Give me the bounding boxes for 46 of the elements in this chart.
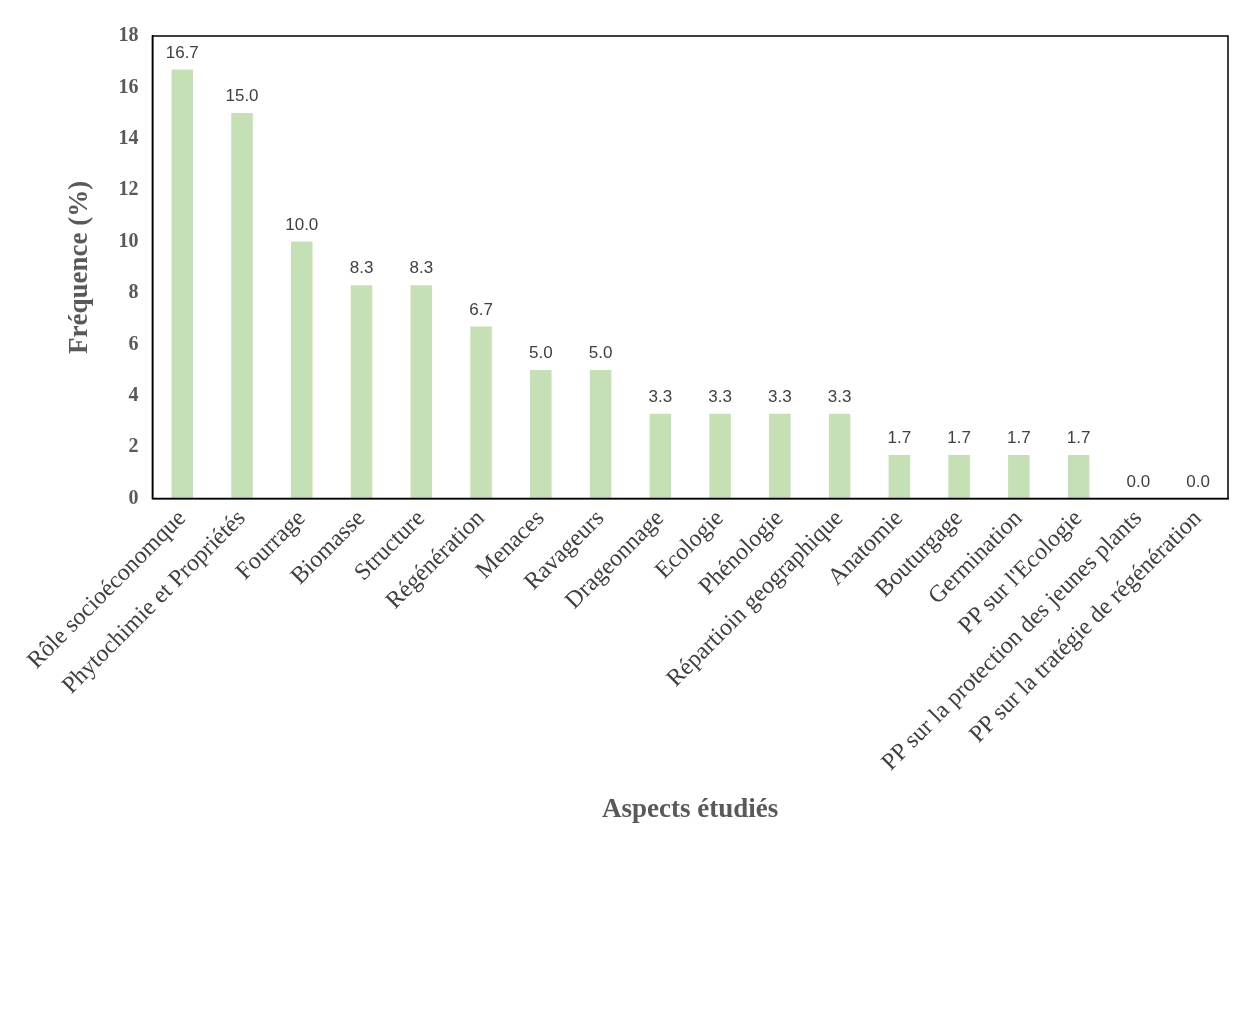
data-label: 0.0 [1186, 471, 1210, 491]
y-tick-label: 18 [118, 23, 139, 46]
data-label: 10.0 [285, 214, 319, 234]
data-label: 3.3 [827, 386, 852, 406]
y-axis-title: Fréquence (%) [63, 180, 94, 354]
y-tick-label: 12 [118, 177, 139, 200]
y-tick-label: 14 [118, 125, 139, 148]
bar [350, 285, 373, 499]
data-label: 15.0 [225, 86, 259, 106]
bar [1067, 454, 1090, 499]
data-label: 16.7 [165, 42, 199, 62]
data-label: 3.3 [708, 386, 732, 406]
y-tick-label: 16 [118, 74, 139, 97]
bar [470, 326, 492, 499]
y-tick-label: 4 [128, 382, 139, 405]
bar [948, 454, 970, 499]
data-label: 1.7 [947, 428, 971, 448]
data-label: 1.7 [1066, 428, 1091, 448]
y-tick-label: 10 [118, 228, 139, 251]
x-axis-title: Aspects étudiés [602, 792, 779, 823]
data-label: 5.0 [528, 343, 553, 363]
bar [410, 285, 433, 499]
bar [1008, 454, 1030, 499]
data-label: 1.7 [887, 428, 912, 448]
data-label: 0.0 [1126, 471, 1151, 491]
bar [589, 370, 612, 499]
data-label: 3.3 [768, 386, 792, 406]
bar [171, 69, 194, 499]
bar [291, 241, 313, 499]
bar [709, 413, 731, 499]
y-tick-label: 6 [128, 331, 139, 354]
data-label: 5.0 [588, 343, 613, 363]
bar [649, 413, 672, 499]
y-tick-label: 8 [128, 280, 139, 303]
bar [530, 370, 552, 499]
bar [231, 113, 253, 499]
data-label: 8.3 [349, 258, 374, 278]
bar [888, 454, 911, 499]
y-tick-label: 2 [128, 434, 139, 457]
bar [828, 413, 851, 499]
data-label: 6.7 [469, 299, 493, 319]
data-label: 1.7 [1007, 428, 1031, 448]
data-label: 3.3 [648, 386, 673, 406]
y-tick-label: 0 [128, 485, 139, 508]
bar [769, 413, 791, 499]
data-label: 8.3 [409, 258, 434, 278]
